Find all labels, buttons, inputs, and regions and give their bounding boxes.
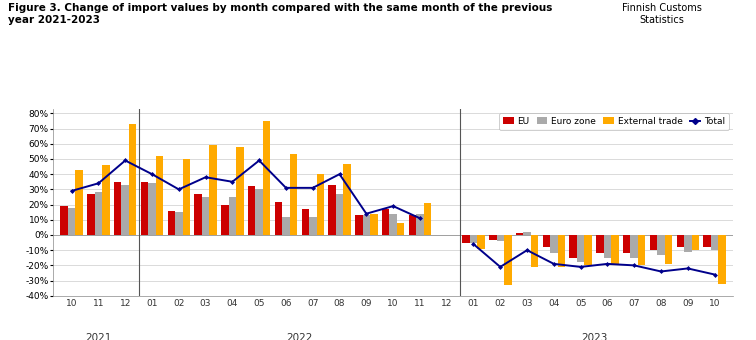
Bar xyxy=(182,159,190,235)
Bar xyxy=(543,235,550,247)
Bar xyxy=(302,209,309,235)
Bar xyxy=(102,165,110,235)
Bar xyxy=(516,234,523,235)
Bar xyxy=(596,235,604,253)
Bar xyxy=(657,235,665,255)
Bar xyxy=(477,235,485,249)
Bar xyxy=(76,170,83,235)
Bar xyxy=(631,235,638,258)
Bar xyxy=(343,164,351,235)
Bar xyxy=(114,182,122,235)
Bar xyxy=(649,235,657,250)
Bar xyxy=(382,209,389,235)
Bar xyxy=(87,194,94,235)
Bar xyxy=(623,235,631,253)
Bar xyxy=(531,235,538,267)
Bar xyxy=(228,197,236,235)
Bar xyxy=(577,235,584,262)
Bar xyxy=(397,223,404,235)
Bar xyxy=(611,235,618,266)
Bar xyxy=(558,235,565,267)
Bar xyxy=(718,235,726,284)
Bar xyxy=(665,235,672,264)
Bar xyxy=(469,235,477,242)
Bar xyxy=(60,206,68,235)
Bar xyxy=(274,202,282,235)
Bar xyxy=(703,235,711,247)
Bar xyxy=(569,235,577,258)
Bar xyxy=(550,235,558,253)
Bar xyxy=(68,208,76,235)
Bar xyxy=(309,217,317,235)
Text: 2022: 2022 xyxy=(287,333,312,340)
Text: 2023: 2023 xyxy=(581,333,607,340)
Bar xyxy=(148,183,156,235)
Bar xyxy=(684,235,692,252)
Bar xyxy=(248,186,256,235)
Bar xyxy=(202,197,209,235)
Text: Finnish Customs
Statistics: Finnish Customs Statistics xyxy=(621,3,702,25)
Bar xyxy=(497,235,504,241)
Bar xyxy=(355,215,363,235)
Bar xyxy=(409,215,416,235)
Bar xyxy=(94,192,102,235)
Bar xyxy=(222,205,228,235)
Bar xyxy=(389,214,397,235)
Bar xyxy=(462,235,469,242)
Bar xyxy=(263,121,271,235)
Bar xyxy=(604,235,611,258)
Bar xyxy=(638,235,646,266)
Bar xyxy=(122,185,129,235)
Text: Figure 3. Change of import values by month compared with the same month of the p: Figure 3. Change of import values by mon… xyxy=(8,3,552,25)
Bar xyxy=(363,215,370,235)
Bar xyxy=(175,212,182,235)
Bar xyxy=(423,203,431,235)
Bar xyxy=(523,232,531,235)
Bar xyxy=(209,145,217,235)
Bar xyxy=(504,235,512,285)
Bar xyxy=(692,235,699,250)
Bar xyxy=(156,156,163,235)
Legend: EU, Euro zone, External trade, Total: EU, Euro zone, External trade, Total xyxy=(499,113,729,130)
Bar xyxy=(317,174,324,235)
Bar xyxy=(677,235,684,247)
Bar xyxy=(711,235,718,250)
Bar xyxy=(336,194,343,235)
Text: 2021: 2021 xyxy=(85,333,112,340)
Bar xyxy=(489,235,497,240)
Bar xyxy=(370,214,377,235)
Bar xyxy=(129,124,137,235)
Bar xyxy=(282,217,290,235)
Bar xyxy=(584,235,592,266)
Bar xyxy=(256,189,263,235)
Bar xyxy=(141,182,148,235)
Bar xyxy=(236,147,243,235)
Bar xyxy=(194,194,202,235)
Bar xyxy=(416,214,423,235)
Bar xyxy=(290,154,297,235)
Bar xyxy=(168,211,175,235)
Bar xyxy=(328,185,336,235)
